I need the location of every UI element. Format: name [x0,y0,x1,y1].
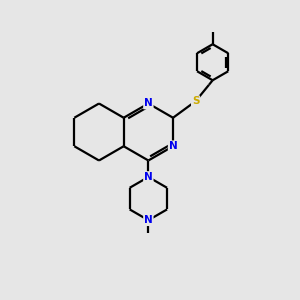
Text: N: N [144,98,153,109]
Text: N: N [144,215,153,225]
Text: N: N [169,141,177,151]
Text: N: N [144,172,153,182]
Text: S: S [192,96,199,106]
